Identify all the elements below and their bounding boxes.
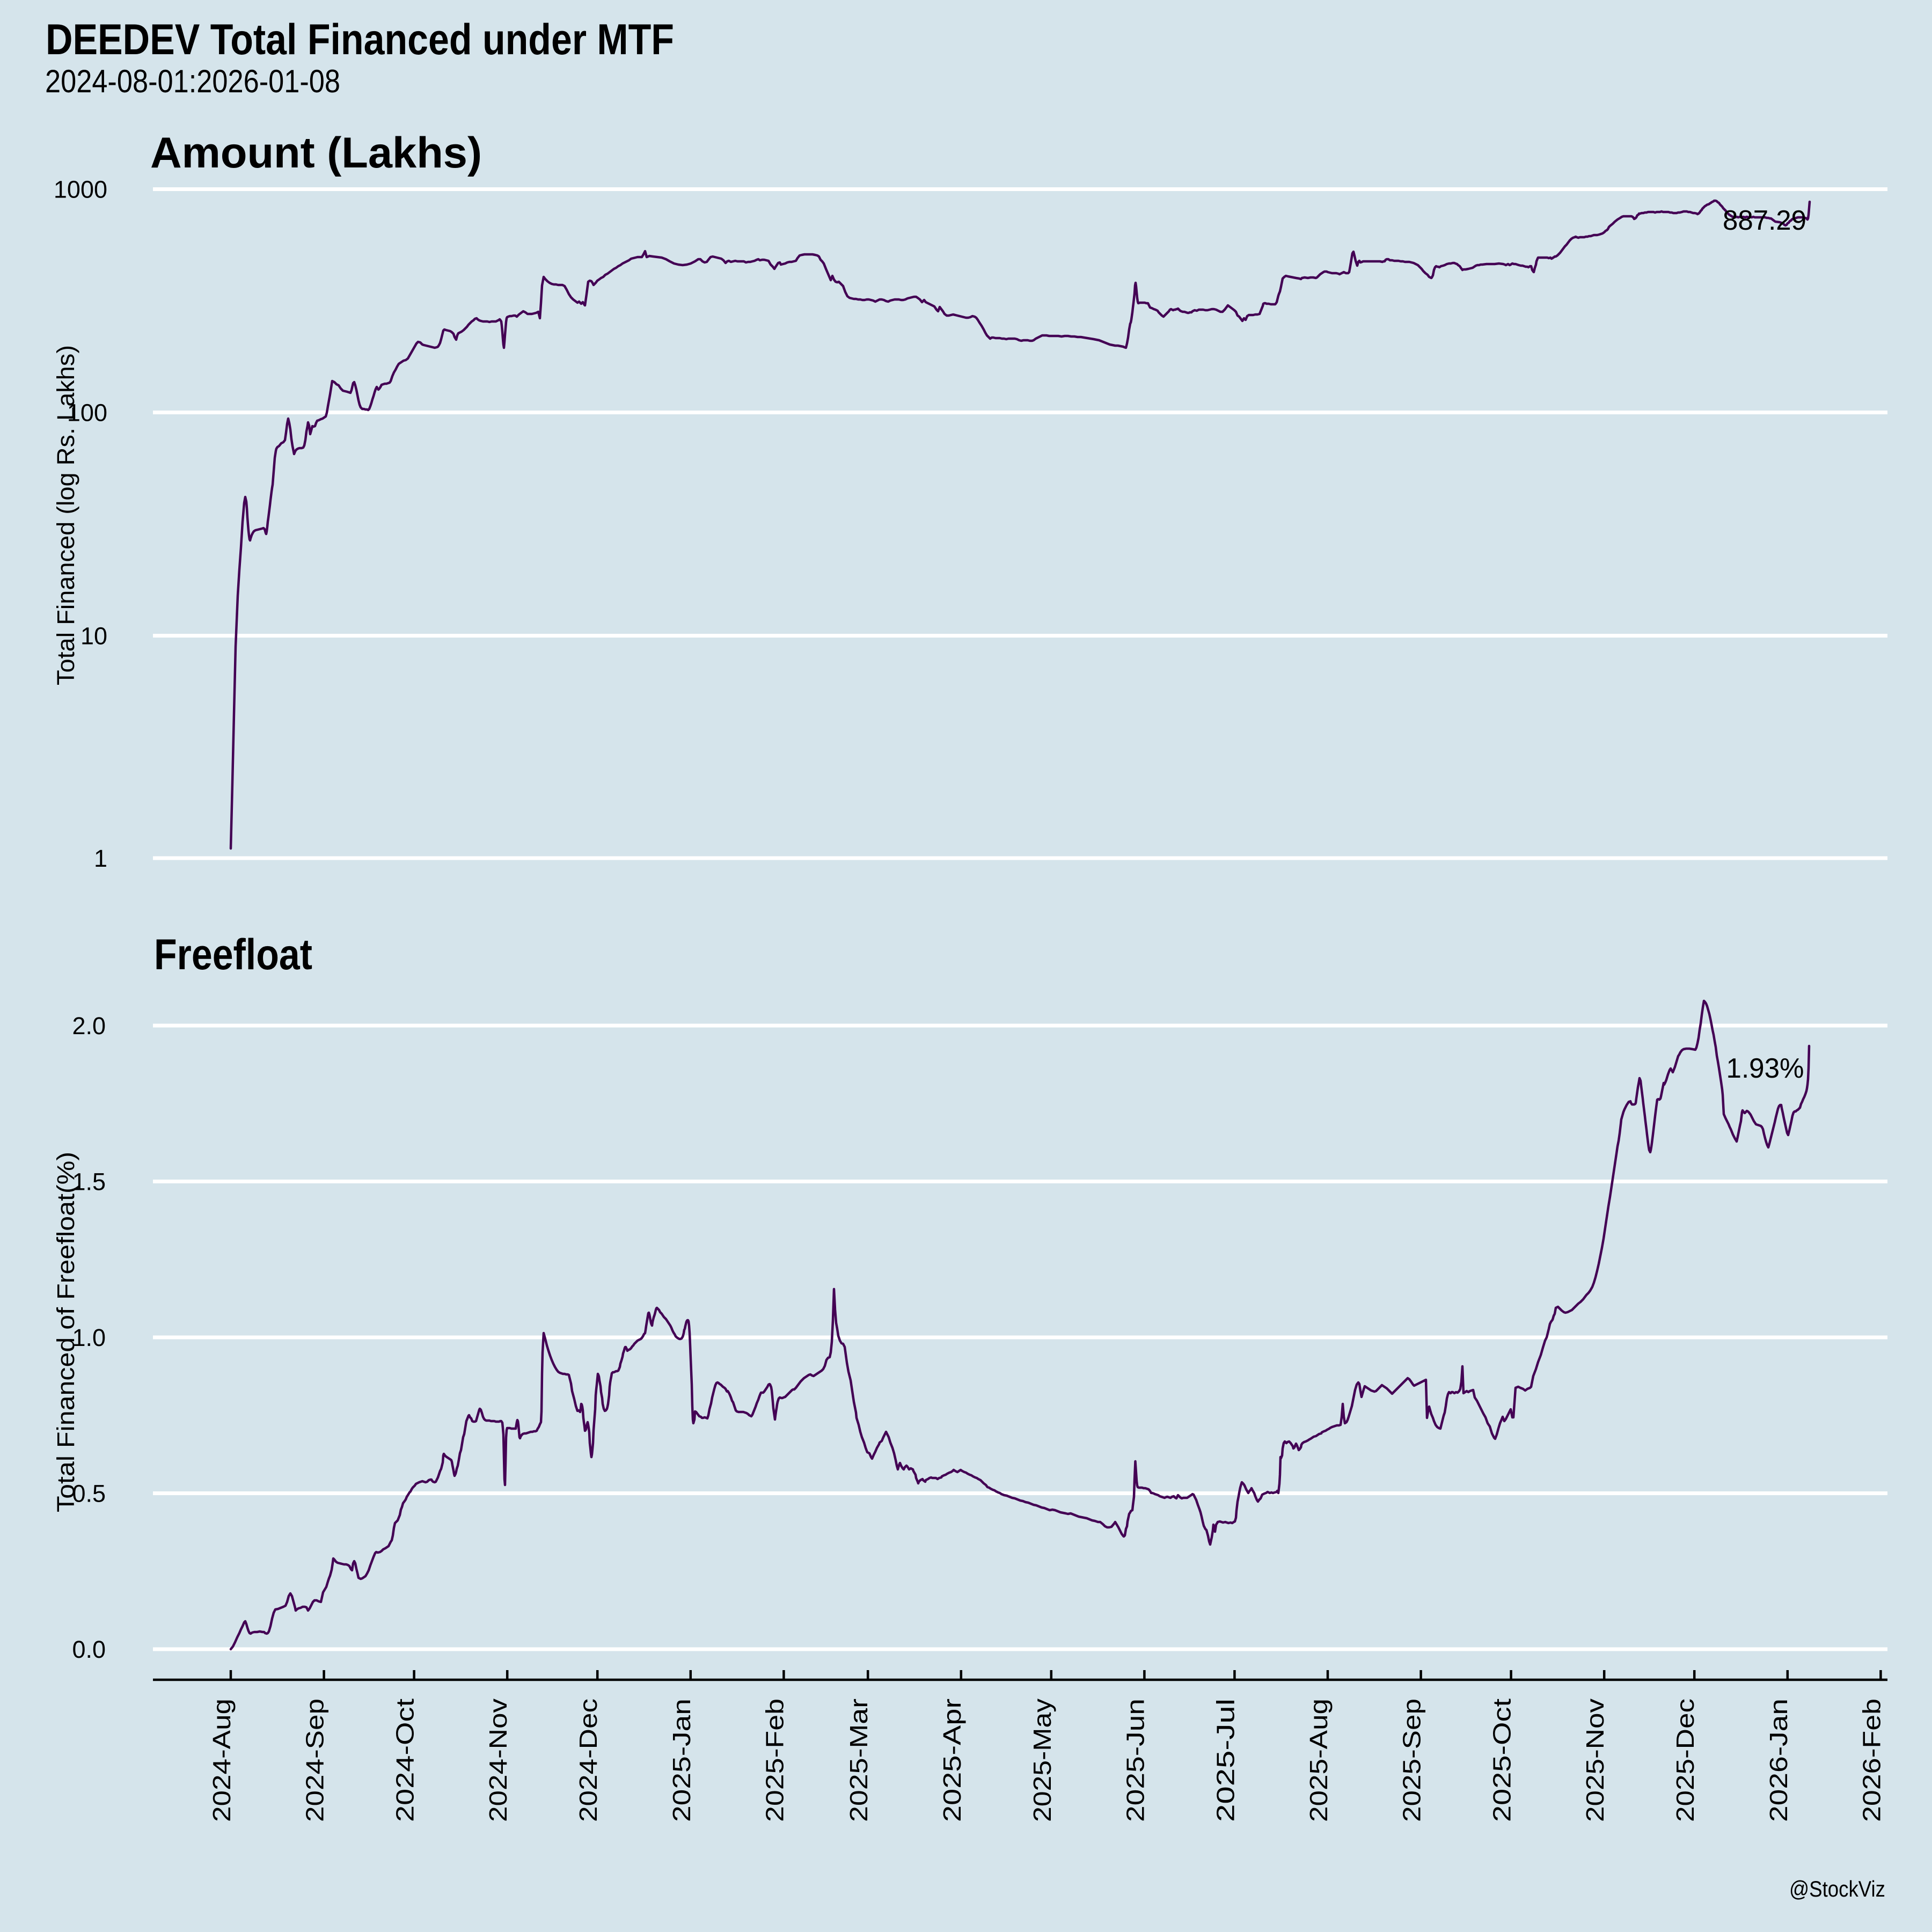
svg-text:2025-Aug: 2025-Aug <box>1305 1699 1333 1822</box>
svg-text:@StockViz: @StockViz <box>1789 1876 1885 1901</box>
svg-text:10: 10 <box>80 623 107 650</box>
svg-text:2025-Sep: 2025-Sep <box>1398 1699 1426 1822</box>
svg-text:0.0: 0.0 <box>72 1636 106 1663</box>
svg-text:Total Financed (log Rs. Lakhs): Total Financed (log Rs. Lakhs) <box>52 345 79 685</box>
svg-text:2025-Jul: 2025-Jul <box>1211 1699 1239 1822</box>
svg-text:1: 1 <box>94 845 107 872</box>
svg-text:887.29: 887.29 <box>1723 205 1806 236</box>
svg-text:2024-Sep: 2024-Sep <box>301 1699 329 1822</box>
svg-text:1.93%: 1.93% <box>1726 1053 1804 1084</box>
svg-text:2024-08-01:2026-01-08: 2024-08-01:2026-01-08 <box>45 63 340 99</box>
svg-text:2026-Jan: 2026-Jan <box>1765 1699 1792 1822</box>
svg-text:2025-Apr: 2025-Apr <box>938 1699 966 1822</box>
svg-text:2025-Mar: 2025-Mar <box>845 1699 873 1822</box>
svg-text:100: 100 <box>67 399 107 427</box>
svg-text:1.0: 1.0 <box>72 1324 106 1351</box>
svg-text:2024-Aug: 2024-Aug <box>208 1699 236 1822</box>
svg-text:2.0: 2.0 <box>72 1012 106 1040</box>
svg-text:Freefloat: Freefloat <box>154 931 312 979</box>
svg-text:2025-Nov: 2025-Nov <box>1581 1699 1609 1822</box>
svg-text:0.5: 0.5 <box>72 1480 106 1507</box>
svg-text:2024-Oct: 2024-Oct <box>391 1699 419 1822</box>
svg-text:Total Financed of Freefloat(%): Total Financed of Freefloat(%) <box>52 1152 79 1512</box>
svg-text:1000: 1000 <box>54 176 107 203</box>
svg-text:2024-Nov: 2024-Nov <box>484 1699 512 1822</box>
svg-text:2024-Dec: 2024-Dec <box>574 1699 602 1822</box>
svg-text:2025-Oct: 2025-Oct <box>1488 1699 1516 1822</box>
svg-text:2025-May: 2025-May <box>1028 1699 1056 1822</box>
svg-text:1.5: 1.5 <box>72 1168 106 1196</box>
svg-text:2025-Jun: 2025-Jun <box>1121 1699 1149 1822</box>
svg-text:2025-Feb: 2025-Feb <box>760 1699 788 1822</box>
svg-text:2025-Dec: 2025-Dec <box>1671 1699 1699 1822</box>
svg-text:2026-Feb: 2026-Feb <box>1857 1699 1885 1822</box>
svg-text:2025-Jan: 2025-Jan <box>668 1699 696 1822</box>
svg-text:DEEDEV Total Financed under MT: DEEDEV Total Financed under MTF <box>46 16 674 64</box>
svg-text:Amount (Lakhs): Amount (Lakhs) <box>150 129 482 177</box>
